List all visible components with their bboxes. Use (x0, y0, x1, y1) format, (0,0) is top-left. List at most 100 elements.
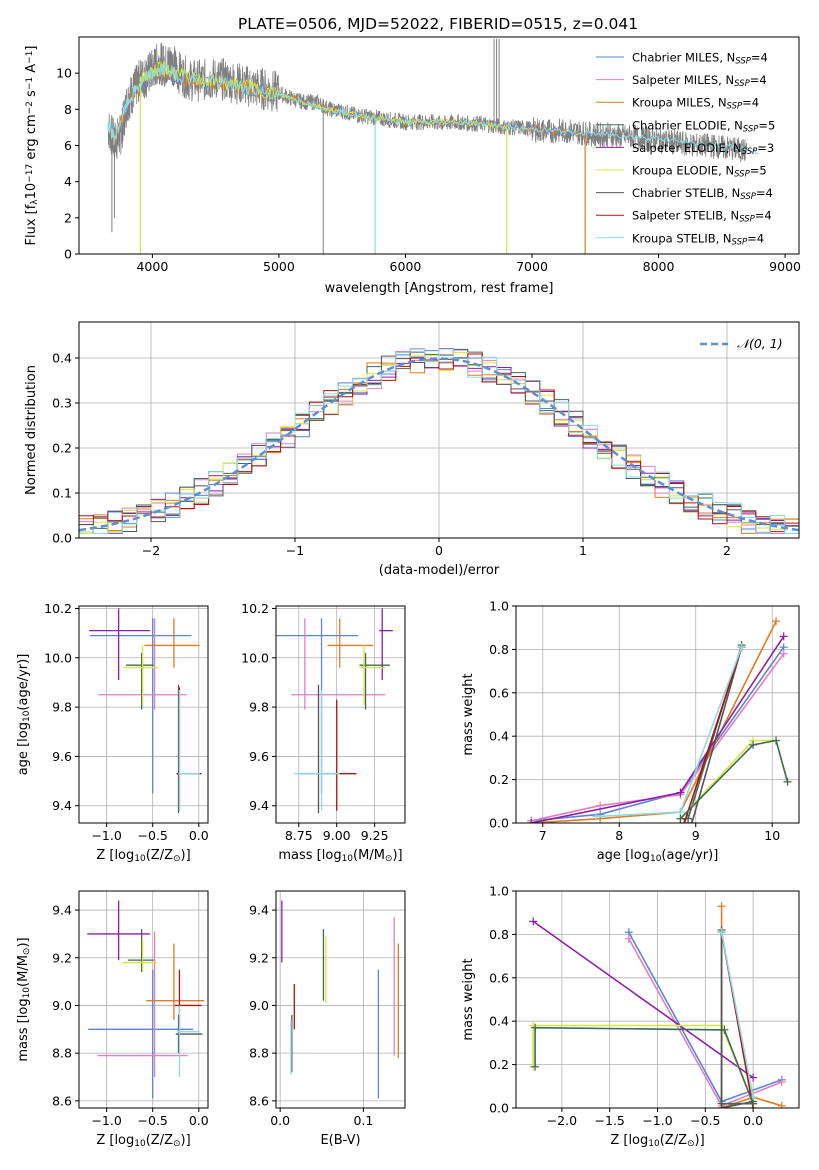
legend-label: Kroupa ELODIE, NSSP=5 (632, 164, 767, 180)
legend-nssp: =4 (756, 186, 773, 200)
label-part: log (322, 848, 342, 863)
plot-area (281, 900, 399, 1099)
weight-line-9 (534, 1026, 754, 1104)
label-part: (Z/ (146, 1133, 165, 1148)
label-part: Z [ (96, 1133, 114, 1148)
x-axis-label: Z [log10(Z/Z⊙)] (610, 1133, 704, 1149)
y-axis-label: mass weight (461, 673, 476, 755)
weight-line-4 (532, 920, 754, 1079)
y-tick-label: 8.6 (52, 1093, 72, 1108)
x-tick-label: 10 (764, 828, 780, 843)
x-tick-label: 6000 (390, 259, 422, 274)
y-tick-label: 8 (64, 102, 72, 117)
axes-frame (275, 890, 406, 1109)
x-tick-label: 2 (723, 543, 731, 558)
label-part: (M/ (16, 966, 31, 987)
weight-line-2 (531, 620, 777, 823)
label-part: )] (16, 937, 31, 947)
x-tick-label: 0.1 (353, 1113, 373, 1128)
label-part: 10 (22, 987, 32, 999)
label-part: −17 (25, 164, 35, 183)
x-tick-label: 0.0 (189, 1113, 209, 1128)
legend-series-name: Salpeter ELODIE, N (632, 141, 742, 155)
label-part: Z (164, 1133, 173, 1148)
plot-area (527, 617, 792, 823)
legend-label: Kroupa STELIB, NSSP=4 (632, 231, 764, 247)
x-axis-label: Z [log10(Z/Z⊙)] (96, 848, 190, 864)
y-tick-label: 9.2 (52, 950, 72, 965)
y-tick-label: 8.6 (249, 1093, 269, 1108)
label-part: −2 (25, 101, 35, 114)
x-axis-label: (data-model)/error (379, 563, 500, 578)
legend-label: Salpeter ELODIE, NSSP=3 (632, 141, 774, 157)
model-line-3 (107, 62, 759, 155)
x-tick-label: −1 (286, 543, 304, 558)
x-tick-label: 7000 (516, 259, 548, 274)
y-tick-label: 0.6 (489, 685, 509, 700)
legend-label: Salpeter STELIB, NSSP=4 (632, 209, 772, 225)
legend-nssp: =5 (750, 164, 767, 178)
label-part: 10 (24, 183, 39, 200)
y-tick-label: 0.6 (489, 970, 509, 985)
legend-sub: SSP (743, 125, 759, 135)
x-tick-label: 9.00 (323, 828, 351, 843)
y-tick-label: 8.8 (52, 1046, 72, 1061)
legend-sub: SSP (734, 170, 750, 180)
legend-label: Chabrier ELODIE, NSSP=5 (632, 118, 775, 134)
label-part: log (114, 848, 134, 863)
x-axis-label: mass [log10(M/M⊙)] (278, 848, 402, 864)
label-part: ⊙ (173, 854, 181, 864)
y-tick-label: 10.2 (241, 601, 269, 616)
x-tick-label: 8 (615, 828, 623, 843)
label-part: log (630, 848, 650, 863)
plot-area (87, 900, 205, 1099)
y-tick-label: 2 (64, 210, 72, 225)
x-tick-label: 8000 (643, 259, 675, 274)
legend-label: Kroupa MILES, NSSP=4 (632, 96, 759, 112)
y-tick-label: 9.2 (249, 950, 269, 965)
x-tick-label: 0 (435, 543, 443, 558)
legend-series-name: Kroupa STELIB, N (632, 231, 732, 245)
legend-nssp: =4 (750, 73, 767, 87)
legend-series-name: Salpeter STELIB, N (632, 209, 739, 223)
panel-spectrum: 4000 5000 6000 7000 8000 9000 0 2 4 6 8 10 wavelengt… (24, 36, 801, 296)
histogram-step-8 (79, 347, 799, 538)
label-part: M (374, 848, 385, 863)
label-part: (M/ (353, 848, 374, 863)
label-part: age [ (597, 848, 630, 863)
y-axis-label: mass [log10(M/M⊙)] (16, 937, 32, 1061)
label-part: M (16, 955, 31, 966)
weight-line-0 (531, 646, 785, 822)
y-tick-label: 10 (56, 66, 72, 81)
y-tick-label: 1.0 (489, 884, 509, 899)
x-tick-label: −0.5 (138, 828, 168, 843)
x-tick-label: −0.5 (138, 1113, 168, 1128)
label-part: −1 (25, 77, 35, 90)
y-tick-label: 0.4 (489, 1014, 509, 1029)
legend-sub: SSP (742, 147, 758, 157)
x-tick-label: −2.0 (547, 1113, 577, 1128)
y-tick-label: 10.0 (44, 650, 72, 665)
y-tick-label: 10.0 (241, 650, 269, 665)
label-part: (age/yr)] (661, 848, 718, 863)
label-part: (Z/ (146, 848, 165, 863)
plot-area (276, 608, 393, 814)
panel-age-vs-mass: 8.75 9.00 9.25 9.4 9.6 9.8 10.0 10.2 mass [log10… (241, 601, 406, 864)
plot-area (79, 347, 799, 538)
legend-series-name: Chabrier STELIB, N (632, 186, 740, 200)
y-tick-label: 0.8 (489, 927, 509, 942)
axes-frame (515, 605, 800, 824)
legend: 𝒩(0, 1) (700, 336, 783, 351)
weight-line-7 (683, 646, 743, 823)
label-part: A (24, 64, 39, 77)
label-part: 10 (650, 854, 662, 864)
legend-label: Salpeter MILES, NSSP=4 (632, 73, 767, 89)
x-tick-label: −1.0 (91, 1113, 121, 1128)
y-tick-label: 9.8 (249, 700, 269, 715)
y-tick-label: 9.6 (52, 749, 72, 764)
label-part: )] (695, 1133, 705, 1148)
label-part: −1 (25, 51, 35, 64)
y-tick-label: 9.4 (52, 903, 72, 918)
label-part: s (24, 90, 39, 101)
